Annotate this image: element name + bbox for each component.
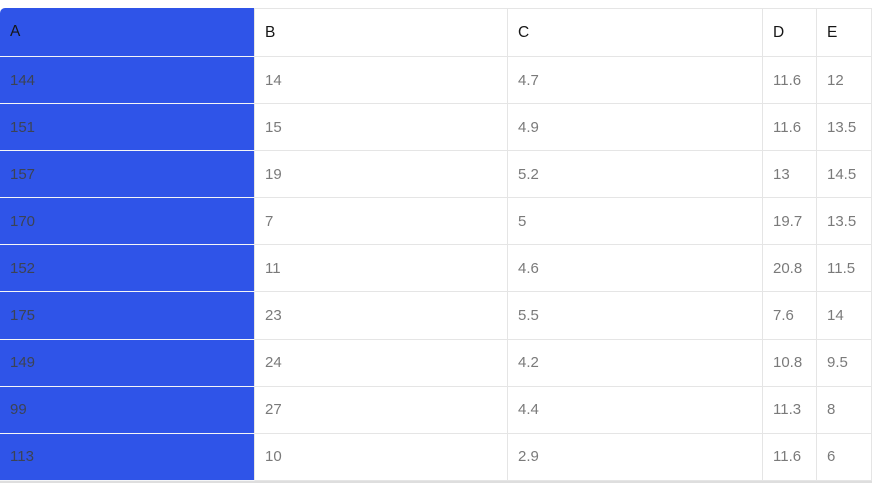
table-cell-c7[interactable]: 4.2 <box>508 339 763 387</box>
table-cell-a5[interactable]: 152 <box>0 245 255 293</box>
table-cell-c3[interactable]: 5.2 <box>508 151 763 199</box>
table-cell-e7[interactable]: 9.5 <box>817 339 872 387</box>
table-cell-d5[interactable]: 20.8 <box>763 245 817 293</box>
column-header-e[interactable]: E <box>817 8 872 57</box>
table-cell-c2[interactable]: 4.9 <box>508 104 763 152</box>
table-header-row: A B C D E <box>0 8 872 57</box>
table-cell-c8[interactable]: 4.4 <box>508 386 763 434</box>
table-cell-d1[interactable]: 11.6 <box>763 57 817 105</box>
table-cell-c6[interactable]: 5.5 <box>508 292 763 340</box>
table-row: 151 15 4.9 11.6 13.5 <box>0 104 872 152</box>
table-cell-b4[interactable]: 7 <box>255 198 508 246</box>
table-cell-b3[interactable]: 19 <box>255 151 508 199</box>
table-cell-d6[interactable]: 7.6 <box>763 292 817 340</box>
table-cell-b1[interactable]: 14 <box>255 57 508 105</box>
table-cell-d3[interactable]: 13 <box>763 151 817 199</box>
table-cell-d4[interactable]: 19.7 <box>763 198 817 246</box>
table-cell-a7[interactable]: 149 <box>0 339 255 387</box>
table-cell-a8[interactable]: 99 <box>0 386 255 434</box>
table-cell-b9[interactable]: 10 <box>255 433 508 481</box>
table-row: 157 19 5.2 13 14.5 <box>0 151 872 199</box>
table-cell-e6[interactable]: 14 <box>817 292 872 340</box>
table-cell-e3[interactable]: 14.5 <box>817 151 872 199</box>
table-cell-b5[interactable]: 11 <box>255 245 508 293</box>
table-body: 144 14 4.7 11.6 12 151 15 4.9 11.6 13.5 157 19 5.2 13… <box>0 57 872 481</box>
table-row: 99 27 4.4 11.3 8 <box>0 386 872 434</box>
table-cell-c4[interactable]: 5 <box>508 198 763 246</box>
table-cell-a6[interactable]: 175 <box>0 292 255 340</box>
table-cell-c5[interactable]: 4.6 <box>508 245 763 293</box>
table-row: 144 14 4.7 11.6 12 <box>0 57 872 105</box>
table-cell-e8[interactable]: 8 <box>817 386 872 434</box>
table-cell-a1[interactable]: 144 <box>0 57 255 105</box>
table-row: 149 24 4.2 10.8 9.5 <box>0 339 872 387</box>
table-cell-a4[interactable]: 170 <box>0 198 255 246</box>
table-cell-b7[interactable]: 24 <box>255 339 508 387</box>
table-cell-e5[interactable]: 11.5 <box>817 245 872 293</box>
table-row: 113 10 2.9 11.6 6 <box>0 433 872 481</box>
table-cell-b8[interactable]: 27 <box>255 386 508 434</box>
column-header-a[interactable]: A <box>0 8 255 57</box>
table-cell-e9[interactable]: 6 <box>817 433 872 481</box>
table-row: 175 23 5.5 7.6 14 <box>0 292 872 340</box>
column-header-b[interactable]: B <box>255 8 508 57</box>
table-cell-a3[interactable]: 157 <box>0 151 255 199</box>
table-cell-a2[interactable]: 151 <box>0 104 255 152</box>
table-cell-d9[interactable]: 11.6 <box>763 433 817 481</box>
table-row: 152 11 4.6 20.8 11.5 <box>0 245 872 293</box>
table-row: 170 7 5 19.7 13.5 <box>0 198 872 246</box>
table-cell-c9[interactable]: 2.9 <box>508 433 763 481</box>
table-cell-b2[interactable]: 15 <box>255 104 508 152</box>
table-cell-e2[interactable]: 13.5 <box>817 104 872 152</box>
column-header-c[interactable]: C <box>508 8 763 57</box>
table-cell-d2[interactable]: 11.6 <box>763 104 817 152</box>
spreadsheet-table: A B C D E 144 14 4.7 11.6 12 151 15 4.9 11.6 13.5… <box>0 8 872 483</box>
table-cell-a9[interactable]: 113 <box>0 433 255 481</box>
table-cell-b6[interactable]: 23 <box>255 292 508 340</box>
table-cell-d8[interactable]: 11.3 <box>763 386 817 434</box>
table-cell-c1[interactable]: 4.7 <box>508 57 763 105</box>
table-cell-d7[interactable]: 10.8 <box>763 339 817 387</box>
table-cell-e1[interactable]: 12 <box>817 57 872 105</box>
column-header-d[interactable]: D <box>763 8 817 57</box>
table-cell-e4[interactable]: 13.5 <box>817 198 872 246</box>
